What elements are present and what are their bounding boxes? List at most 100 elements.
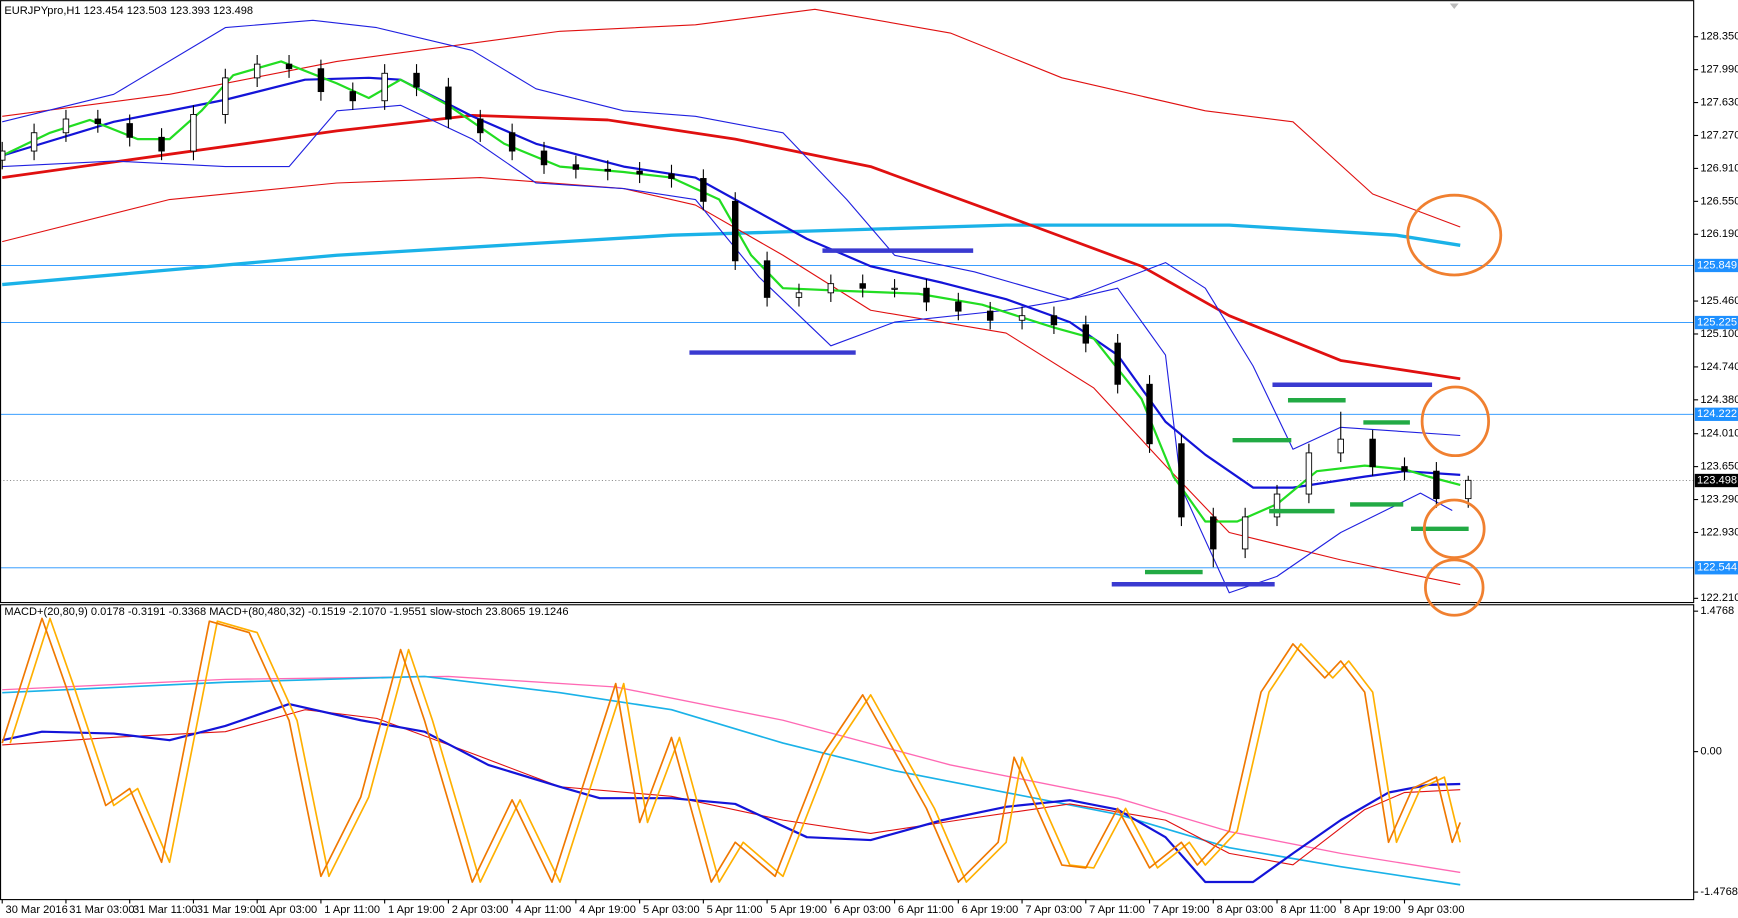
x-tick-label: 8 Apr 19:00 [1344, 904, 1401, 916]
candle-body [1401, 466, 1408, 472]
candle-body [955, 301, 962, 312]
y-tick-label: 127.990 [1700, 64, 1738, 76]
x-tick-label: 5 Apr 03:00 [643, 904, 700, 916]
candle-body [508, 132, 516, 152]
candle-body [859, 283, 866, 289]
price-level-box [1694, 407, 1738, 421]
candle-body [253, 63, 261, 79]
y-tick-label: -1.4768 [1700, 886, 1738, 898]
price-level-label: 123.498 [1697, 474, 1737, 486]
candle-body [126, 123, 133, 138]
candle-body [0, 150, 6, 161]
y-tick-label: 122.930 [1700, 526, 1738, 538]
annotations [689, 193, 1503, 617]
x-tick-label: 4 Apr 11:00 [515, 904, 571, 916]
highlight-circle [1406, 193, 1503, 277]
x-tick-label: 6 Apr 11:00 [898, 904, 954, 916]
candle-body [1465, 479, 1472, 500]
indicator-line [2, 19, 1461, 450]
y-tick-label: 124.010 [1700, 428, 1738, 440]
candle-body [1050, 315, 1058, 326]
x-tick-label: 31 Mar 03:00 [69, 904, 134, 916]
x-tick-label: 7 Apr 19:00 [1153, 904, 1210, 916]
candle-body [636, 170, 643, 175]
indicator-title: MACD+(20,80,9) 0.0178 -0.3191 -0.3368 MA… [4, 606, 568, 618]
y-tick-label: 122.210 [1700, 592, 1738, 604]
price-level-label: 122.544 [1697, 562, 1737, 574]
y-tick-label: 126.910 [1700, 162, 1738, 174]
candle-body [1305, 452, 1313, 495]
x-tick-label: 8 Apr 11:00 [1280, 904, 1336, 916]
x-tick-label: 5 Apr 19:00 [770, 904, 827, 916]
indicator-line [2, 709, 1461, 866]
candle-body [94, 118, 102, 125]
candle-body [1433, 470, 1440, 500]
y-tick-label: 1.4768 [1700, 605, 1734, 617]
highlight-circle [1422, 498, 1486, 560]
candle-body [1146, 383, 1153, 445]
price-level-box [1694, 561, 1738, 575]
candle-body [604, 168, 611, 172]
candle-body [1018, 315, 1026, 321]
price-pane [0, 8, 1694, 594]
indicator-line [2, 675, 1461, 874]
highlight-circle [1420, 385, 1490, 458]
candle-body [1337, 438, 1344, 454]
candle-body [349, 91, 357, 102]
candle-body [413, 72, 420, 88]
price-level-label: 124.222 [1697, 408, 1737, 420]
candle-body [763, 260, 771, 298]
candle-body [445, 86, 452, 120]
y-tick-label: 0.00 [1700, 746, 1722, 758]
y-tick-label: 127.630 [1700, 96, 1738, 108]
candle-body [477, 118, 484, 134]
candle-body [1210, 516, 1217, 550]
y-tick-label: 125.100 [1700, 328, 1738, 340]
indicator-line [1, 702, 1461, 884]
y-tick-label: 123.290 [1700, 493, 1738, 505]
candle-body [30, 132, 38, 152]
price-level-box [1694, 258, 1738, 273]
candle-body [1273, 493, 1281, 518]
y-tick-label: 123.650 [1700, 461, 1738, 473]
x-tick-label: 6 Apr 19:00 [962, 904, 1019, 916]
indicator-line [2, 8, 1461, 228]
indicator-line [2, 223, 1461, 287]
candle-body [1082, 324, 1090, 344]
y-tick-label: 126.190 [1700, 228, 1738, 240]
x-tick-label: 1 Apr 11:00 [324, 904, 380, 916]
x-tick-label: 7 Apr 03:00 [1025, 904, 1082, 916]
indicator-line [2, 104, 1453, 594]
y-tick-label: 124.380 [1700, 394, 1738, 406]
x-tick-label: 5 Apr 11:00 [707, 904, 763, 916]
indicator-line [1, 617, 1462, 883]
y-tick-label: 127.270 [1700, 129, 1738, 141]
x-tick-label: 31 Mar 11:00 [133, 904, 197, 916]
y-tick-label: 126.550 [1700, 195, 1738, 207]
y-tick-label: 128.350 [1700, 31, 1738, 43]
candle-body [1114, 342, 1121, 385]
indicator-line [9, 617, 1462, 883]
price-level-label: 125.225 [1697, 316, 1737, 328]
candle-body [732, 200, 739, 262]
candle-body [285, 63, 293, 70]
shift-marker [1449, 3, 1459, 9]
x-tick-label: 1 Apr 19:00 [388, 904, 445, 916]
candle-body [795, 292, 803, 298]
candle-body [317, 68, 325, 93]
price-level-box [1694, 315, 1738, 330]
candle-body [222, 77, 229, 115]
x-tick-label: 7 Apr 11:00 [1089, 904, 1145, 916]
y-tick-label: 124.740 [1700, 361, 1738, 373]
candle-body [190, 114, 197, 152]
x-tick-label: 9 Apr 03:00 [1408, 904, 1465, 916]
x-tick-label: 4 Apr 19:00 [579, 904, 636, 916]
candle-body [62, 118, 70, 134]
candle-body [572, 164, 580, 170]
indicator-pane [1, 617, 1462, 886]
candle-body [158, 136, 165, 152]
candle-body [986, 310, 994, 321]
